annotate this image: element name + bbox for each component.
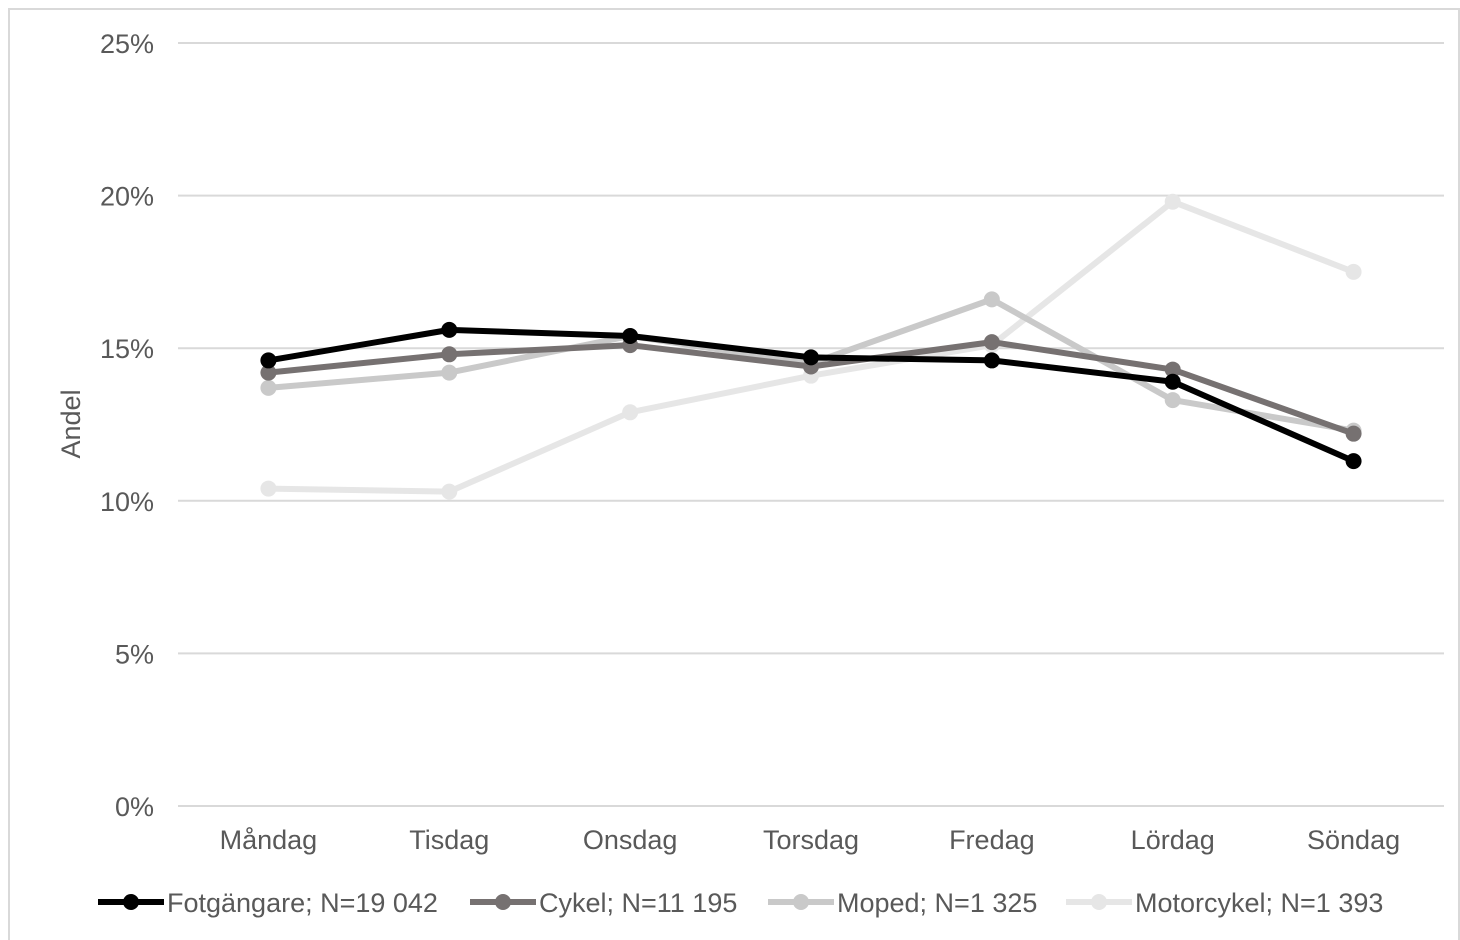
legend-item: Cykel; N=11 195 <box>470 888 737 918</box>
data-point <box>622 327 639 344</box>
legend-item: Motorcykel; N=1 393 <box>1066 888 1383 918</box>
y-tick-label: 15% <box>100 334 154 364</box>
series-lines <box>260 193 1362 500</box>
legend-label: Moped; N=1 325 <box>837 888 1037 918</box>
data-point <box>1164 373 1181 390</box>
y-tick-label: 20% <box>100 182 154 212</box>
series-group <box>260 193 1362 500</box>
gridlines <box>178 42 1444 807</box>
legend-label: Fotgängare; N=19 042 <box>167 888 438 918</box>
legend-label: Motorcykel; N=1 393 <box>1135 888 1383 918</box>
data-point <box>260 364 277 381</box>
data-point <box>441 346 458 363</box>
x-tick-label: Fredag <box>949 825 1035 855</box>
y-tick-label: 25% <box>100 29 154 59</box>
legend: Fotgängare; N=19 042 Cykel; N=11 195 Moped… <box>98 888 1383 918</box>
legend-item: Moped; N=1 325 <box>768 888 1037 918</box>
legend-marker <box>793 894 809 910</box>
x-tick-label: Tisdag <box>409 825 489 855</box>
data-point <box>803 349 819 366</box>
data-point <box>1345 453 1362 470</box>
data-point <box>1164 193 1181 210</box>
x-tick-label: Onsdag <box>583 825 678 855</box>
data-point <box>983 334 1000 351</box>
data-point <box>1345 425 1362 442</box>
x-tick-label: Lördag <box>1131 825 1215 855</box>
data-point <box>260 480 277 497</box>
data-point <box>260 379 277 396</box>
chart-frame <box>8 8 1460 940</box>
y-axis-tick-labels: 0% 5% 10% 15% 20% 25% <box>100 29 154 822</box>
legend-marker <box>123 894 139 910</box>
data-point <box>1164 392 1181 409</box>
y-axis-title: Andel <box>56 389 86 458</box>
x-tick-label: Måndag <box>220 825 318 855</box>
y-tick-label: 0% <box>115 792 154 822</box>
x-axis-tick-labels: Måndag Tisdag Onsdag Torsdag Fredag Lördag Sön… <box>220 825 1400 855</box>
legend-marker <box>495 894 511 910</box>
data-point <box>1345 263 1362 280</box>
x-tick-label: Söndag <box>1307 825 1400 855</box>
y-tick-label: 5% <box>115 639 154 669</box>
data-point <box>1164 361 1181 378</box>
legend-label: Cykel; N=11 195 <box>539 888 737 918</box>
data-point <box>441 364 458 381</box>
legend-item: Fotgängare; N=19 042 <box>98 888 438 918</box>
data-point <box>260 352 277 369</box>
y-tick-label: 10% <box>100 487 154 517</box>
data-point <box>983 352 1000 369</box>
data-point <box>441 483 458 500</box>
data-point <box>983 291 1000 308</box>
data-point <box>622 404 639 421</box>
series-group <box>260 321 1362 470</box>
x-tick-label: Torsdag <box>763 825 859 855</box>
legend-marker <box>1091 894 1107 910</box>
data-point <box>441 321 458 338</box>
